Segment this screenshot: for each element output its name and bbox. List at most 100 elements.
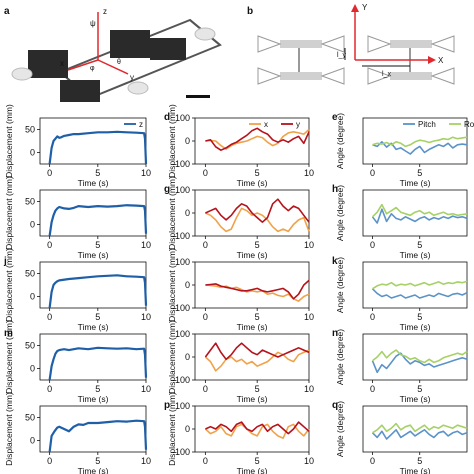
- x-tick-label: 5: [417, 312, 422, 322]
- x-tick-label: 0: [370, 384, 375, 394]
- series-line-y: [205, 279, 310, 300]
- plot-frame: [362, 189, 468, 237]
- series-line-roll: [371, 203, 468, 218]
- x-axis-label: Time (s): [237, 250, 268, 260]
- y-tick-label: -100: [172, 159, 190, 169]
- series-line-z: [48, 346, 148, 381]
- panel-letter: p: [164, 400, 170, 411]
- x-axis-label: Time (s): [78, 466, 109, 474]
- x-tick-label: 0: [370, 312, 375, 322]
- y-tick-label: 0: [185, 280, 190, 290]
- y-tick-label: -100: [172, 375, 190, 385]
- schematic-body-4: [390, 72, 432, 80]
- series-line-pitch: [371, 288, 468, 299]
- x-tick-label: 5: [417, 240, 422, 250]
- schematic-body-1: [280, 40, 322, 48]
- y-axis-label: Displacement (mm): [167, 248, 177, 322]
- x-axis-label: Time (s): [400, 178, 431, 188]
- x-tick-label: 5: [417, 384, 422, 394]
- plot-frame: [362, 261, 468, 309]
- x-tick-label: 0: [47, 384, 52, 394]
- plot-frame: [39, 333, 147, 381]
- legend-label: Ro: [464, 120, 474, 129]
- series-line-roll: [372, 280, 468, 290]
- y-axis-label: Displacement (mm): [4, 320, 14, 394]
- legend-label: y: [296, 120, 300, 129]
- panel-letter: g: [164, 184, 170, 195]
- x-axis-label: Time (s): [400, 322, 431, 332]
- y-axis-label: Angle (degree): [335, 257, 345, 313]
- series-line-z: [48, 274, 148, 309]
- panel-b: b Y X l_y l_x: [247, 3, 455, 85]
- axis-label-z: z: [103, 7, 107, 16]
- panel-letter-a: a: [4, 6, 10, 17]
- chart-13: 0 50 0 5 10 Time (s) Displacement (mm): [4, 392, 151, 474]
- y-tick-label: 50: [25, 197, 35, 207]
- y-axis-label: Displacement (mm): [167, 320, 177, 394]
- panel-letter: k: [332, 256, 338, 267]
- chart-10: m 0 50 0 5 10 Time (s) Displacement (mm): [4, 320, 151, 404]
- schematic-body-2: [280, 72, 322, 80]
- x-axis-label: Time (s): [237, 178, 268, 188]
- schematic-lx-label: l_x: [382, 71, 391, 78]
- axis-label-psi: ψ: [90, 19, 96, 28]
- robot-module-1: [28, 50, 68, 78]
- x-tick-label: 0: [203, 312, 208, 322]
- panel-a: a z ψ x y θ φ: [4, 6, 230, 102]
- y-axis-label: Displacement (mm): [4, 248, 14, 322]
- x-tick-label: 10: [141, 456, 151, 466]
- x-tick-label: 0: [203, 240, 208, 250]
- x-tick-label: 10: [304, 168, 314, 178]
- y-tick-label: 0: [30, 292, 35, 302]
- x-axis-label: Time (s): [400, 250, 431, 260]
- y-tick-label: 0: [30, 220, 35, 230]
- y-tick-label: 0: [30, 436, 35, 446]
- robot-module-2: [110, 30, 150, 58]
- x-axis-label: Time (s): [400, 394, 431, 404]
- x-axis-label: Time (s): [237, 466, 268, 474]
- series-line-y: [205, 421, 310, 435]
- y-tick-label: 100: [175, 257, 190, 267]
- series-line-pitch: [371, 428, 468, 440]
- panel-letter: q: [332, 400, 338, 411]
- series-line-y: [205, 127, 310, 151]
- x-tick-label: 10: [141, 240, 151, 250]
- y-tick-label: 100: [175, 113, 190, 123]
- schematic-y-label: Y: [362, 3, 368, 12]
- y-tick-label: -100: [172, 447, 190, 457]
- x-tick-label: 0: [47, 456, 52, 466]
- x-tick-label: 10: [141, 312, 151, 322]
- schematic: Y X l_y l_x: [257, 3, 455, 85]
- y-tick-label: -100: [172, 303, 190, 313]
- robot-module-3: [60, 80, 100, 102]
- scale-bar: [186, 95, 210, 98]
- chart-2: d -100 0 100 0 5 10 Time (s) Displacement (mm) x y: [164, 104, 314, 188]
- plot-frame: [194, 405, 310, 453]
- series-line-x: [204, 423, 310, 440]
- series-line-y: [205, 198, 310, 223]
- panel-letter: m: [4, 328, 13, 339]
- y-tick-label: 50: [25, 341, 35, 351]
- axis-label-theta: θ: [117, 59, 121, 66]
- robot-module-4: [150, 38, 186, 60]
- x-tick-label: 0: [203, 456, 208, 466]
- y-axis-label: Angle (degree): [335, 329, 345, 385]
- schematic-body-3: [390, 40, 432, 48]
- x-tick-label: 0: [203, 168, 208, 178]
- x-tick-label: 5: [95, 168, 100, 178]
- x-tick-label: 5: [255, 384, 260, 394]
- y-tick-label: 0: [185, 352, 190, 362]
- axis-label-phi: φ: [90, 65, 95, 72]
- y-tick-label: 50: [25, 413, 35, 423]
- plot-frame: [362, 117, 468, 165]
- x-tick-label: 0: [370, 456, 375, 466]
- x-axis-label: Time (s): [400, 466, 431, 474]
- series-line-roll: [372, 422, 468, 434]
- series-line-z: [48, 204, 148, 237]
- x-tick-label: 5: [255, 312, 260, 322]
- series-line-z: [48, 419, 148, 453]
- y-axis-label: Displacement (mm): [167, 392, 177, 466]
- y-axis-label: Angle (degree): [335, 113, 345, 169]
